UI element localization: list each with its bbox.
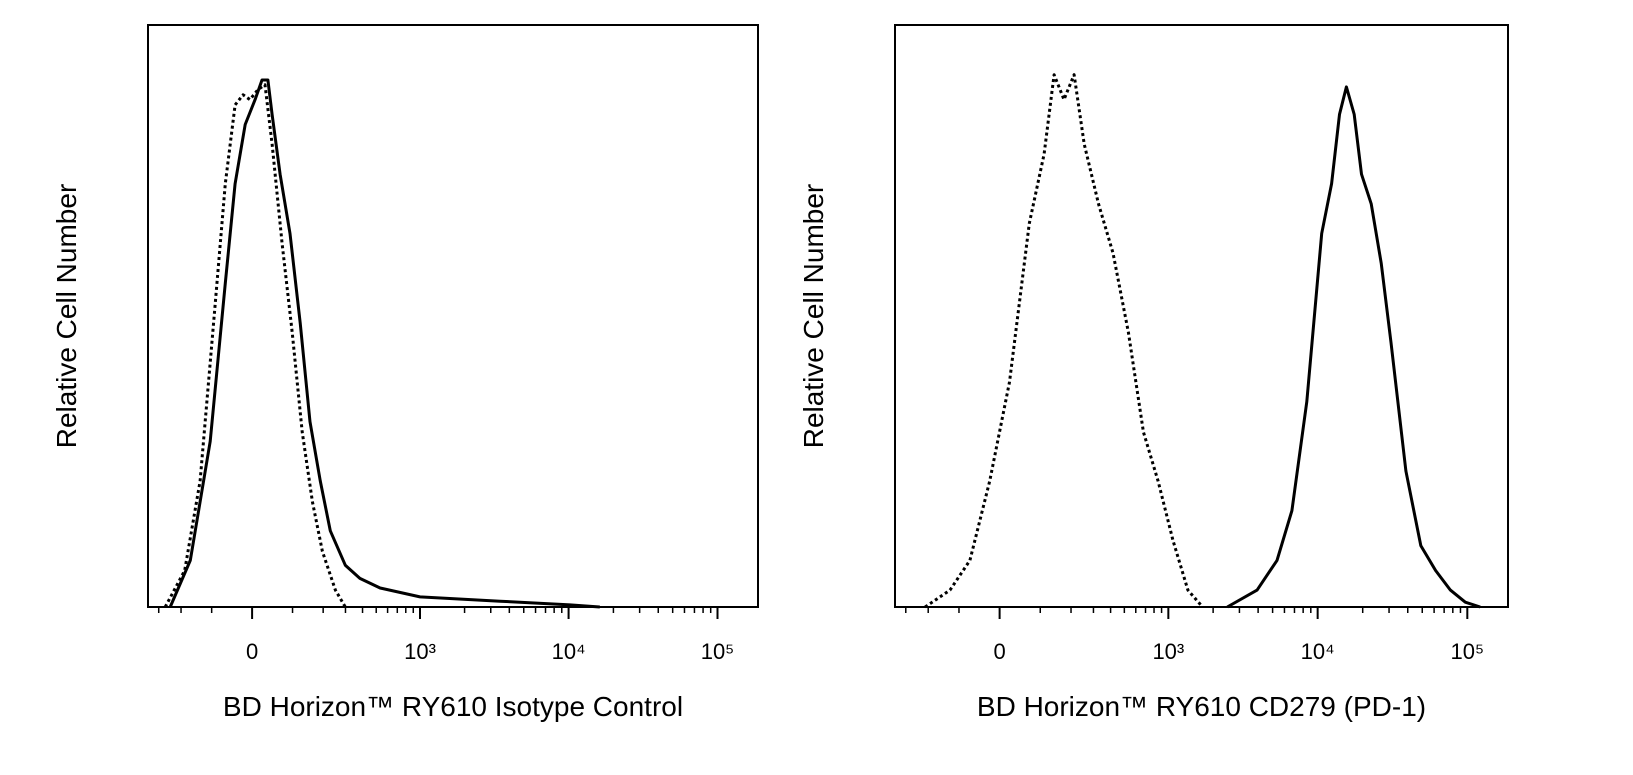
x-tick-label: 10⁵ [701, 639, 735, 664]
plot-frame [147, 24, 759, 608]
x-tick-label: 10⁴ [552, 639, 586, 664]
x-tick-label: 10³ [1152, 639, 1184, 664]
y-axis-label: Relative Cell Number [51, 184, 82, 449]
x-axis-label: BD Horizon™ RY610 Isotype Control [223, 691, 683, 722]
histogram-line [163, 83, 347, 608]
plot-frame [894, 24, 1509, 608]
histogram-line [1226, 85, 1481, 609]
x-tick-label: 10⁵ [1451, 639, 1485, 664]
x-tick-label: 0 [246, 639, 258, 664]
x-tick-label: 0 [993, 639, 1005, 664]
histogram-line [168, 78, 600, 609]
x-axis-label: BD Horizon™ RY610 CD279 (PD-1) [977, 691, 1426, 722]
y-axis-label: Relative Cell Number [798, 184, 829, 449]
x-tick-label: 10³ [404, 639, 436, 664]
x-tick-label: 10⁴ [1301, 639, 1335, 664]
histogram-line [924, 73, 1204, 609]
